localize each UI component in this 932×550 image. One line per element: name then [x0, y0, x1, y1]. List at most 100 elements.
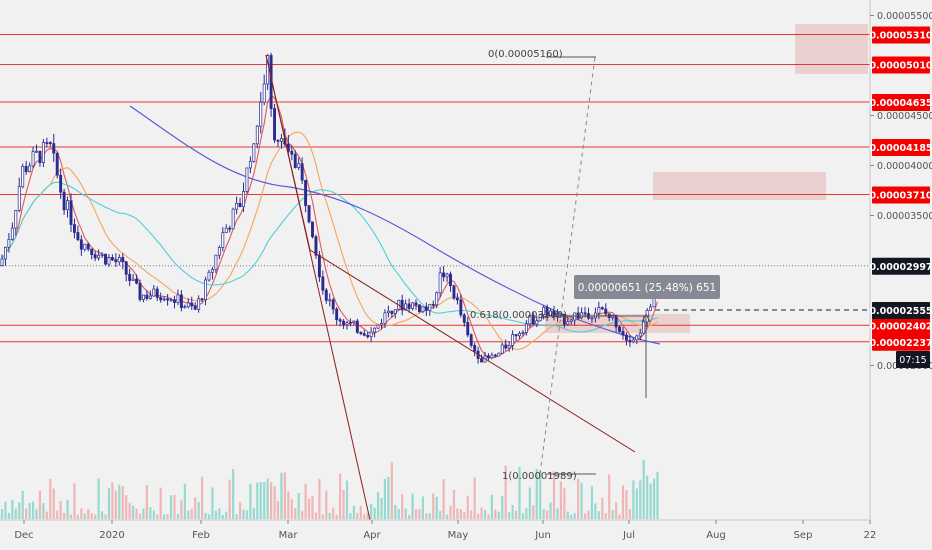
volume-bars: [0, 459, 659, 519]
volume-bar: [59, 500, 62, 519]
candle-body: [162, 298, 166, 301]
candle-body: [542, 306, 546, 315]
volume-bar: [370, 503, 373, 519]
countdown-label: 07:15: [899, 355, 926, 366]
volume-bar: [456, 508, 459, 519]
candle-body: [273, 108, 277, 141]
price-axis[interactable]: 0.00005500 0.00004500 0.00004000 0.00003500…: [869, 0, 932, 550]
candle-body: [411, 302, 415, 309]
volume-bar: [549, 502, 552, 519]
volume-bar: [356, 512, 359, 519]
volume-bar: [366, 512, 369, 519]
fib-label-top: 0(0.00005160): [488, 49, 563, 60]
volume-bar: [397, 509, 400, 519]
candle-body: [83, 243, 87, 250]
candle-body: [255, 125, 259, 145]
level-label-bg: [872, 317, 930, 335]
volume-bar: [45, 511, 48, 519]
candle-body: [7, 239, 11, 248]
candle-body: [618, 326, 622, 332]
volume-bar: [63, 512, 66, 519]
candle-body: [386, 310, 390, 314]
volume-bar: [138, 513, 142, 519]
volume-bar: [463, 512, 466, 519]
candle-body: [631, 339, 635, 343]
volume-bar: [408, 514, 411, 519]
volume-bar: [149, 507, 152, 519]
candle-body: [38, 150, 42, 163]
candle-body: [211, 269, 214, 273]
candle-body: [259, 101, 263, 127]
candle-body: [307, 205, 311, 223]
volume-bar: [583, 513, 587, 519]
fib-label-mid: 0.618(0.00003200): [470, 310, 567, 321]
volume-bar: [11, 499, 14, 519]
volume-bar: [31, 501, 35, 519]
candle-body: [228, 227, 232, 230]
candle-body: [76, 232, 80, 241]
candle-body: [590, 317, 594, 320]
candle-body: [190, 302, 194, 307]
volume-bar: [428, 513, 431, 519]
volume-bar: [563, 488, 566, 519]
volume-bar: [473, 477, 476, 519]
candle-body: [355, 320, 359, 333]
volume-bar: [559, 481, 562, 519]
volume-bar: [28, 502, 31, 519]
candle-body: [138, 282, 142, 300]
volume-bar: [211, 487, 214, 519]
last-price-label-bg: [872, 257, 930, 275]
candle-body: [148, 295, 152, 299]
candle-body: [214, 254, 218, 270]
volume-bar: [425, 513, 428, 519]
price-tick-label: 0.00005500: [877, 11, 932, 22]
candle-body: [528, 314, 532, 325]
candle-body: [114, 259, 118, 263]
candle-body: [455, 297, 459, 301]
volume-bar: [242, 509, 245, 519]
volume-bar: [577, 478, 580, 519]
volume-bar: [435, 496, 438, 519]
plot-background: [0, 0, 870, 520]
volume-bar: [14, 508, 17, 519]
volume-bar: [352, 505, 355, 519]
volume-bar: [7, 512, 10, 519]
level-label-bg: [872, 139, 930, 156]
level-label: 0.00004185: [869, 143, 932, 154]
candle-body: [100, 253, 104, 256]
level-label: 0.00005010: [869, 61, 932, 72]
candle-body: [69, 200, 73, 225]
candle-body: [362, 333, 366, 336]
volume-bar: [490, 494, 493, 519]
candle-body: [66, 200, 69, 211]
candle-body: [421, 306, 425, 313]
candle-body: [324, 289, 328, 301]
candle-body: [583, 312, 587, 315]
time-tick-label: May: [448, 530, 469, 541]
price-axis-background: [870, 0, 932, 550]
candle-body: [121, 257, 125, 263]
time-tick-label: 22: [864, 530, 877, 541]
candlesticks: [0, 52, 659, 364]
candle-body: [110, 257, 114, 261]
candle-body: [497, 352, 501, 357]
ma-line-mid: [1, 131, 658, 350]
level-label-bg: [872, 56, 930, 74]
volume-bar: [635, 488, 638, 519]
price-tick-label: 0.00003500: [877, 211, 932, 222]
volume-bar: [459, 509, 462, 519]
candle-body: [393, 309, 397, 314]
volume-bar: [290, 499, 293, 519]
volume-bar: [611, 509, 614, 519]
time-axis[interactable]: Dec 2020 Feb Mar Apr May Jun Jul Aug Sep 22: [0, 519, 932, 550]
volume-bar: [570, 514, 573, 519]
candle-body: [383, 312, 387, 324]
candle-body: [524, 323, 528, 333]
time-tick-label: Mar: [279, 530, 299, 541]
level-label-bg: [872, 94, 930, 111]
volume-bar: [521, 512, 525, 519]
candle-body: [104, 253, 107, 265]
candle-body: [624, 334, 628, 341]
volume-bar: [532, 505, 535, 519]
